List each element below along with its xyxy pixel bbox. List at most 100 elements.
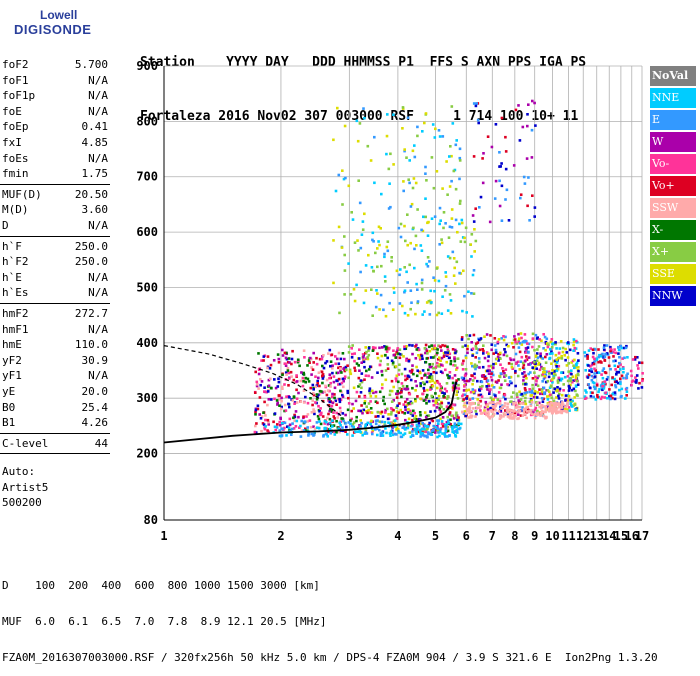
echo-point bbox=[388, 389, 392, 393]
echo-point bbox=[427, 432, 430, 436]
echo-point bbox=[378, 243, 381, 247]
echo-point bbox=[517, 417, 520, 420]
echo-point bbox=[510, 365, 514, 369]
echo-point bbox=[409, 411, 413, 415]
echo-point bbox=[316, 382, 319, 385]
echo-point bbox=[278, 404, 281, 407]
footer-muf-row: MUF 6.0 6.1 6.5 7.0 7.8 8.9 12.1 20.5 [M… bbox=[2, 615, 327, 628]
echo-point bbox=[270, 398, 273, 401]
echo-point bbox=[547, 370, 551, 374]
echo-point bbox=[462, 269, 465, 273]
echo-point bbox=[494, 123, 498, 126]
echo-point bbox=[498, 399, 502, 403]
echo-point bbox=[273, 397, 276, 401]
echo-point bbox=[318, 413, 322, 417]
echo-point bbox=[317, 371, 321, 374]
echo-point bbox=[503, 375, 506, 378]
echo-point bbox=[533, 215, 536, 218]
echo-point bbox=[557, 376, 561, 380]
echo-point bbox=[349, 422, 352, 425]
echo-point bbox=[547, 343, 550, 346]
param-row: h`E N/A bbox=[2, 271, 108, 286]
echo-point bbox=[576, 372, 580, 376]
echo-point bbox=[571, 375, 575, 378]
echo-point bbox=[483, 356, 487, 360]
echo-point bbox=[596, 395, 599, 399]
echo-point bbox=[392, 163, 395, 166]
echo-point bbox=[549, 348, 552, 351]
echo-point bbox=[614, 351, 618, 355]
echo-point bbox=[431, 123, 435, 126]
echo-point bbox=[535, 367, 538, 370]
echo-point bbox=[371, 349, 375, 352]
echo-point bbox=[438, 408, 441, 411]
echo-point bbox=[502, 415, 505, 418]
echo-point bbox=[476, 118, 480, 122]
echo-point bbox=[291, 427, 294, 431]
echo-point bbox=[640, 386, 644, 389]
echo-point bbox=[454, 386, 458, 390]
echo-point bbox=[504, 167, 508, 171]
echo-point bbox=[449, 418, 452, 421]
echo-point bbox=[520, 392, 524, 396]
echo-point bbox=[266, 390, 270, 393]
echo-point bbox=[436, 427, 439, 430]
echo-point bbox=[624, 346, 628, 350]
echo-point bbox=[593, 372, 596, 375]
echo-point bbox=[349, 293, 353, 296]
echo-point bbox=[379, 359, 382, 363]
echo-point bbox=[308, 419, 312, 422]
echo-point bbox=[525, 340, 528, 343]
echo-point bbox=[258, 413, 261, 416]
echo-point bbox=[413, 247, 416, 251]
echo-point bbox=[423, 424, 427, 427]
x-tick-label: 6 bbox=[463, 529, 470, 543]
echo-point bbox=[521, 366, 525, 369]
echo-point bbox=[341, 418, 345, 421]
echo-point bbox=[342, 419, 345, 423]
echo-point bbox=[424, 112, 428, 115]
param-name: foEp bbox=[2, 120, 29, 134]
echo-point bbox=[602, 346, 606, 349]
echo-point bbox=[592, 395, 595, 399]
echo-point bbox=[383, 420, 387, 424]
echo-point bbox=[451, 430, 454, 433]
echo-point bbox=[477, 121, 480, 125]
echo-point bbox=[429, 410, 432, 413]
echo-point bbox=[415, 374, 419, 378]
echo-point bbox=[370, 411, 374, 414]
echo-point bbox=[560, 371, 563, 374]
echo-point bbox=[576, 352, 580, 355]
echo-point bbox=[466, 401, 469, 405]
echo-point bbox=[612, 355, 615, 358]
legend-item-x: X+ bbox=[650, 242, 696, 262]
echo-point bbox=[309, 386, 312, 390]
echo-point bbox=[328, 427, 332, 431]
y-tick-label: 700 bbox=[136, 170, 158, 184]
echo-point bbox=[472, 390, 475, 394]
echo-point bbox=[585, 391, 588, 394]
echo-point bbox=[544, 410, 547, 414]
echo-point bbox=[352, 425, 355, 429]
echo-point bbox=[312, 361, 315, 364]
echo-point bbox=[501, 405, 504, 409]
echo-point bbox=[514, 406, 518, 409]
echo-point bbox=[555, 361, 559, 364]
echo-point bbox=[428, 363, 431, 366]
echo-point bbox=[358, 383, 362, 386]
echo-point bbox=[380, 410, 384, 414]
echo-point bbox=[462, 359, 465, 363]
echo-point bbox=[442, 394, 445, 398]
echo-point bbox=[477, 393, 481, 397]
echo-point bbox=[583, 395, 587, 398]
echo-point bbox=[424, 343, 428, 347]
echo-point bbox=[520, 402, 523, 405]
echo-point bbox=[263, 386, 266, 389]
echo-point bbox=[421, 427, 424, 430]
echo-point bbox=[412, 226, 415, 230]
echo-point bbox=[344, 413, 347, 417]
echo-point bbox=[635, 381, 638, 384]
echo-point bbox=[329, 360, 333, 363]
echo-point bbox=[502, 335, 505, 338]
echo-point bbox=[531, 194, 534, 197]
